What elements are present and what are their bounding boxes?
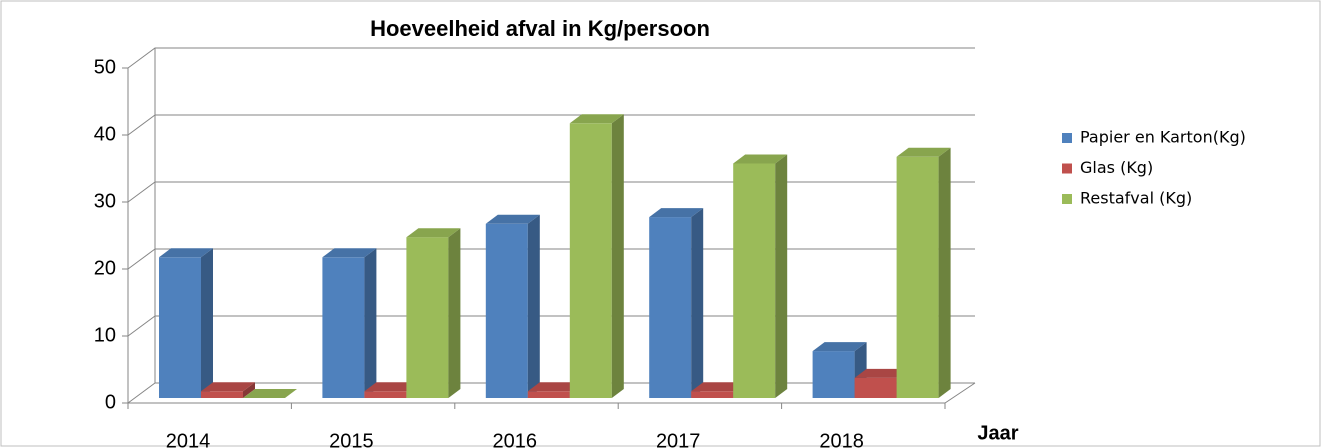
bar-top [733,154,788,164]
x-tick-label: 2014 [166,430,211,448]
bar-top [854,368,909,378]
bar [569,114,624,399]
bar-front [485,223,528,398]
y-tick-label: 10 [94,324,116,346]
bar [159,248,213,398]
bar-top [364,382,419,392]
bar [243,389,297,398]
bar [201,382,255,398]
bar [896,147,951,398]
legend-label: Restafval (Kg) [1080,189,1192,208]
bar-front [527,391,570,398]
y-tick-label: 30 [94,190,116,212]
bar-top [649,208,704,218]
bar-front [812,351,855,398]
bar-top [812,342,867,352]
bar-front [854,377,897,398]
bar-front [364,391,407,398]
bar [649,208,704,398]
bar-top [243,389,297,398]
bar-top [406,228,461,238]
chart-title: Hoeveelheid afval in Kg/persoon [370,16,710,41]
bar [322,248,377,398]
x-tick-label: 2016 [493,430,538,448]
grid-line [127,47,975,69]
bar-top [322,248,377,258]
grid-line [127,114,975,136]
grid-line [127,181,975,203]
bar-front [649,217,692,398]
bar-top [691,382,746,392]
bar-side [775,154,788,398]
y-tick-label: 20 [94,257,116,279]
bar [485,214,540,398]
bar-top [896,147,951,157]
y-tick-label: 0 [105,391,116,413]
bar-front [733,163,776,398]
bar-front [569,123,612,399]
x-tick-label: 2017 [656,430,701,448]
bar-front [896,156,939,398]
bar-front [406,237,449,398]
bar-side [201,248,213,398]
legend-swatch [1062,163,1072,174]
bar [406,228,461,398]
bar-top [159,248,213,258]
y-tick-label: 50 [94,56,116,78]
bar-side [448,228,461,398]
legend-label: Papier en Karton(Kg) [1080,128,1246,147]
bar-front [159,257,201,398]
bar-top [485,214,540,224]
bar-side [691,208,704,398]
x-axis-title: Jaar [977,422,1018,444]
bar-front [691,391,734,398]
y-tick-label: 40 [94,123,116,145]
bar-top [527,382,582,392]
bar-front [201,391,243,398]
bar-side [364,248,377,398]
x-tick-label: 2015 [329,430,374,448]
bar-top [569,114,624,124]
bar-side [527,214,540,398]
bar-side [938,147,951,398]
legend-swatch [1062,194,1072,204]
legend-swatch [1062,133,1072,143]
legend-label: Glas (Kg) [1080,158,1153,177]
bar-side [243,382,255,398]
bar-side [611,114,624,399]
bar-front [322,257,365,398]
bar-top [201,382,255,392]
bar [733,154,788,398]
x-tick-label: 2018 [819,430,864,448]
